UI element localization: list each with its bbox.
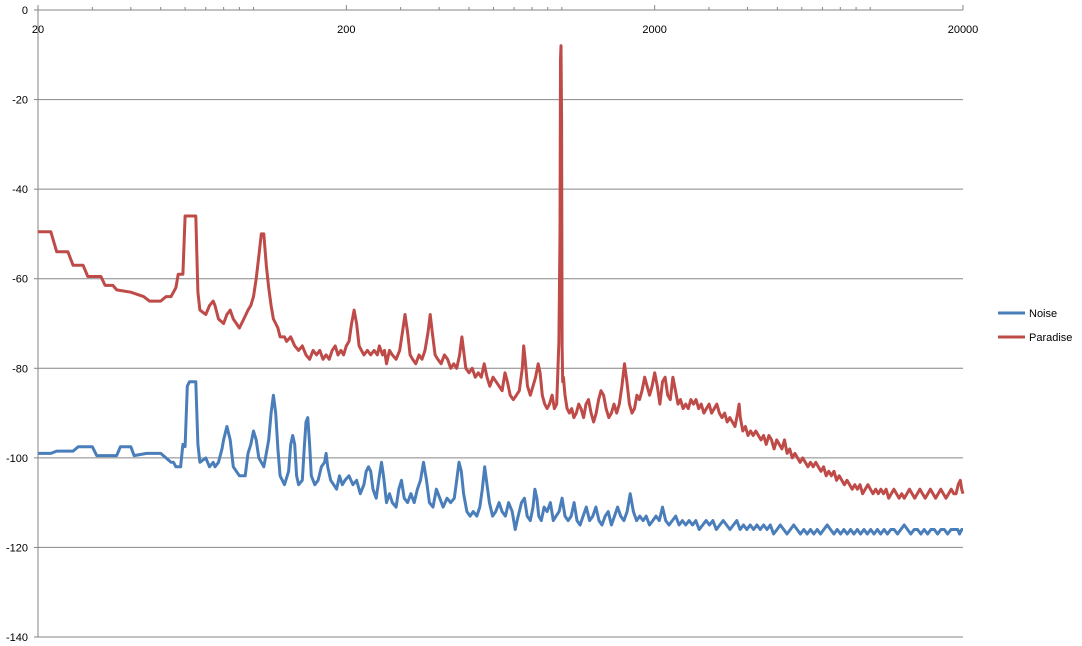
x-tick-label: 2000: [642, 24, 666, 36]
y-tick-label: -120: [6, 542, 28, 554]
y-tick-label: -140: [6, 632, 28, 644]
y-tick-label: -20: [12, 95, 28, 107]
x-tick-label: 20: [32, 24, 44, 36]
x-tick-label: 20000: [948, 24, 979, 36]
grid-lines: [38, 99, 963, 638]
x-tick-label: 200: [337, 24, 355, 36]
y-axis-ticks: 0 -20 -40 -60 -80 -100 -120 -140: [6, 5, 38, 644]
series-line-noise: [38, 380, 964, 536]
legend-label-paradise: Paradise: [1029, 332, 1072, 344]
y-tick-label: -100: [6, 453, 28, 465]
y-tick-label: 0: [22, 5, 28, 17]
x-axis-ticks: 20 200 2000 20000: [32, 5, 978, 36]
y-tick-label: -40: [12, 184, 28, 196]
y-tick-label: -60: [12, 274, 28, 286]
series-line-paradise: [38, 44, 965, 500]
legend-label-noise: Noise: [1029, 308, 1057, 320]
y-tick-label: -80: [12, 363, 28, 375]
legend: Noise Paradise: [998, 308, 1072, 344]
series-group: [38, 44, 965, 536]
